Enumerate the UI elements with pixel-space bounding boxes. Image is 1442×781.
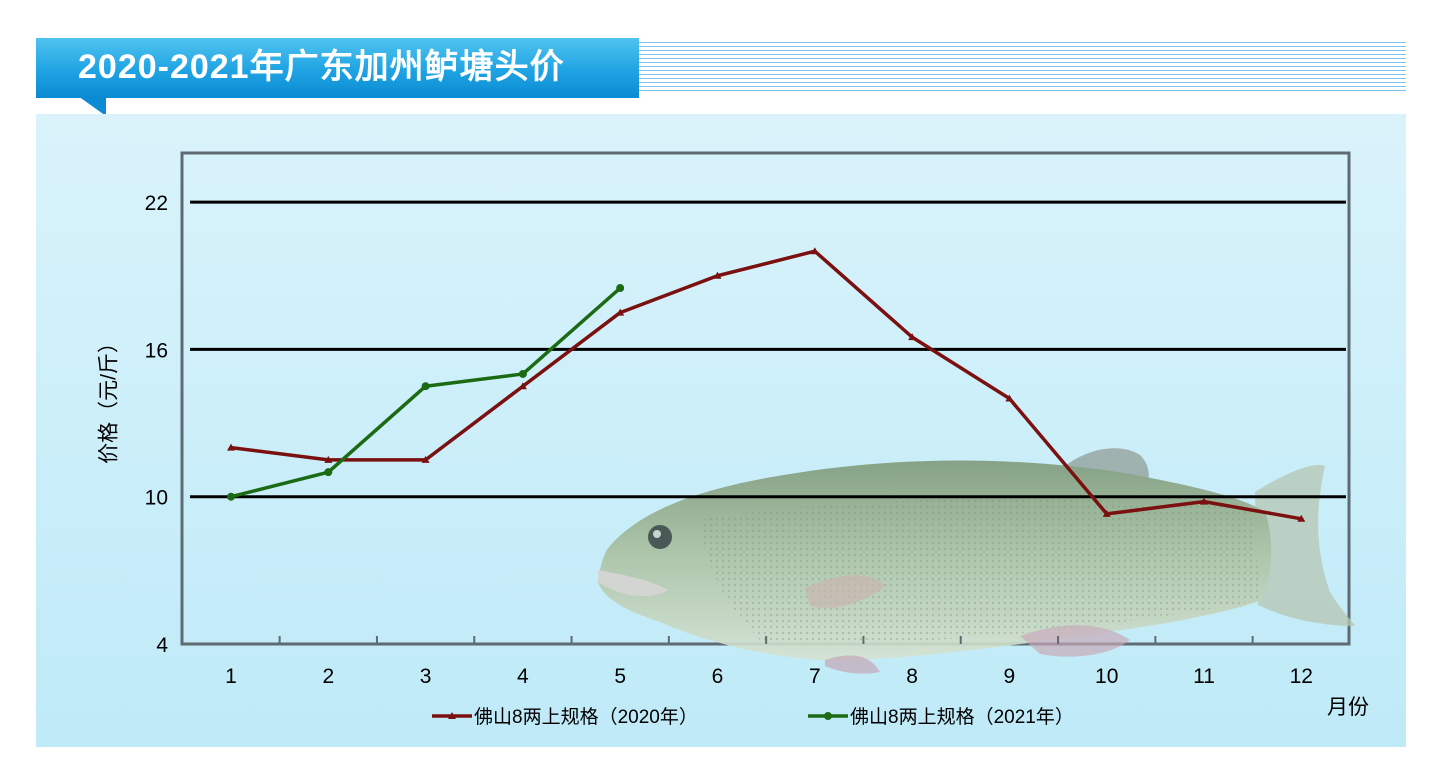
title-banner <box>36 38 639 98</box>
data-point-s1-1 <box>227 443 235 451</box>
data-point-s1-10 <box>1102 509 1111 517</box>
x-tick-label-1: 1 <box>225 665 237 688</box>
x-tick-label-3: 3 <box>420 665 432 688</box>
x-tick-label-7: 7 <box>809 665 821 688</box>
legend-label-1: 佛山8两上规格（2020年） <box>474 706 698 728</box>
data-point-s1-5 <box>616 308 625 316</box>
data-point-s2-3 <box>421 382 430 391</box>
y-axis-title: 价格（元/斤） <box>98 332 121 464</box>
legend-label-2: 佛山8两上规格（2021年） <box>850 706 1074 728</box>
y-tick-label-4: 4 <box>156 634 168 657</box>
x-tick-label-8: 8 <box>906 665 918 688</box>
series-line-2 <box>230 286 622 499</box>
legend-marker-1 <box>448 712 456 719</box>
data-point-s2-2 <box>324 468 333 477</box>
y-tick-label-22: 22 <box>145 192 168 215</box>
data-point-s2-4 <box>518 369 527 378</box>
x-axis-title: 月份 <box>1327 696 1369 719</box>
data-point-s1-12 <box>1297 514 1306 522</box>
data-point-s1-3 <box>421 455 430 463</box>
y-tick-label-10: 10 <box>145 487 168 510</box>
data-point-s1-4 <box>518 382 527 390</box>
bass-fish-image <box>598 448 1355 674</box>
data-point-s1-9 <box>1005 394 1014 402</box>
legend-marker-2 <box>824 712 832 720</box>
x-tick-label-10: 10 <box>1095 665 1118 688</box>
y-tick-label-16: 16 <box>145 339 168 362</box>
data-point-s2-5 <box>616 284 625 293</box>
chart-title: 2020-2021年广东加州鲈塘头价 <box>78 48 565 86</box>
header-stripes <box>639 42 1406 92</box>
x-tick-label-4: 4 <box>517 665 529 688</box>
series-line-1 <box>230 249 1302 521</box>
data-point-s1-11 <box>1200 497 1208 505</box>
data-point-s1-2 <box>324 455 333 463</box>
data-point-s2-1 <box>227 492 235 501</box>
x-tick-label-12: 12 <box>1290 665 1313 688</box>
x-tick-label-5: 5 <box>614 665 626 688</box>
title-banner-tail <box>78 96 106 116</box>
x-tick-label-11: 11 <box>1193 665 1215 688</box>
x-tick-label-9: 9 <box>1004 665 1016 688</box>
data-point-s1-7 <box>810 247 819 255</box>
x-tick-label-2: 2 <box>322 665 334 688</box>
data-point-s1-6 <box>713 271 722 279</box>
x-tick-label-6: 6 <box>712 665 724 688</box>
data-point-s1-8 <box>908 333 917 341</box>
